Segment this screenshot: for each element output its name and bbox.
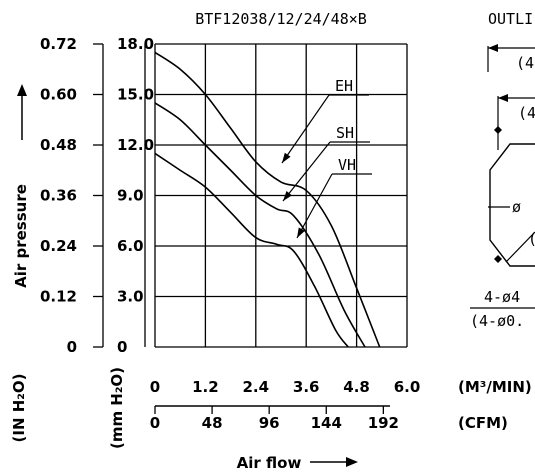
curve-sh xyxy=(154,102,366,348)
x-m3min-tick-label: 1.2 xyxy=(192,378,219,396)
y-axis-label: Air pressure xyxy=(12,184,30,288)
y-mmh2o-tick-label: 18.0 xyxy=(117,35,154,53)
mounting-hole-mark xyxy=(494,255,502,263)
curve-eh xyxy=(154,51,381,348)
y-mmh2o-tick-label: 0 xyxy=(117,338,127,356)
outline-drawing: (4 (4 ø (4-ø4 (4-ø0. xyxy=(470,44,535,330)
plot-grid xyxy=(154,43,408,348)
y-arrow-head xyxy=(17,84,27,96)
x-axis-label: Air flow xyxy=(237,454,302,472)
y-mmh2o-tick-label: 9.0 xyxy=(117,187,144,205)
y-inh2o-tick-label: 0 xyxy=(67,338,77,356)
outline-dim-text: ( xyxy=(528,230,535,248)
y-inh2o-tick-label: 0.60 xyxy=(40,86,77,104)
y-mmh2o-tick-label: 3.0 xyxy=(117,288,144,306)
fan-housing-outline xyxy=(489,143,535,267)
y-inh2o-tick-label: 0.12 xyxy=(40,288,77,306)
x-cfm-tick-label: 48 xyxy=(202,414,223,432)
x-arrow-head xyxy=(346,457,358,467)
callout-arrowhead xyxy=(297,227,305,238)
outline-leader xyxy=(505,231,535,263)
curve-label-eh: EH xyxy=(335,77,353,95)
outline-arrow xyxy=(498,94,508,102)
callout-arrowhead xyxy=(282,152,291,163)
callout-leader xyxy=(296,173,333,239)
curve-label-sh: SH xyxy=(336,124,354,142)
x-m3min-tick-label: 6.0 xyxy=(394,378,421,396)
y-mmh2o-tick-label: 6.0 xyxy=(117,237,144,255)
outline-dim-text: (4 xyxy=(516,54,534,72)
hole-spec-text: 4-ø4 xyxy=(484,288,520,306)
curve-vh xyxy=(154,152,349,348)
y-mmh2o-unit: (mm H₂O) xyxy=(108,367,126,449)
curves xyxy=(154,51,381,348)
outline-dim-text: ø xyxy=(512,198,521,216)
x-m3min-tick-label: 4.8 xyxy=(343,378,370,396)
curve-callouts: EH SH VH xyxy=(281,77,372,239)
x-cfm-unit: (CFM) xyxy=(458,414,508,432)
x-cfm-tick-label: 0 xyxy=(150,414,160,432)
outline-label: OUTLI xyxy=(488,10,533,28)
chart-title: BTF12038/12/24/48×B xyxy=(195,10,367,28)
callout-leader xyxy=(282,141,331,202)
callout-leader xyxy=(281,94,330,164)
hole-spec-text: (4-ø0. xyxy=(470,312,524,330)
y-mmh2o-tick-label: 15.0 xyxy=(117,86,154,104)
y-inh2o-tick-label: 0.36 xyxy=(40,187,77,205)
x-cfm-tick-label: 96 xyxy=(259,414,280,432)
x-cfm-tick-label: 144 xyxy=(311,414,342,432)
mounting-hole-mark xyxy=(494,126,502,134)
y-inh2o-tick-label: 0.48 xyxy=(40,136,77,154)
x-m3min-tick-label: 2.4 xyxy=(243,378,270,396)
curve-label-vh: VH xyxy=(338,156,356,174)
callout-arrowhead xyxy=(283,190,292,201)
y-inh2o-tick-label: 0.24 xyxy=(40,237,77,255)
outline-dim-text: (4 xyxy=(518,104,535,122)
outline-arrow xyxy=(488,44,498,52)
x-m3min-unit: (M³/MIN) xyxy=(458,378,532,396)
y-inh2o-unit: (IN H₂O) xyxy=(10,374,28,443)
y-mmh2o-tick-label: 12.0 xyxy=(117,136,154,154)
x-cfm-tick-label: 192 xyxy=(368,414,399,432)
axes: 0.72 0.60 0.48 0.36 0.24 0.12 0 18.0 15.0 12.0 9.0… xyxy=(17,35,420,467)
x-m3min-tick-label: 0 xyxy=(150,378,160,396)
y-inh2o-tick-label: 0.72 xyxy=(40,35,77,53)
x-m3min-tick-label: 3.6 xyxy=(293,378,320,396)
